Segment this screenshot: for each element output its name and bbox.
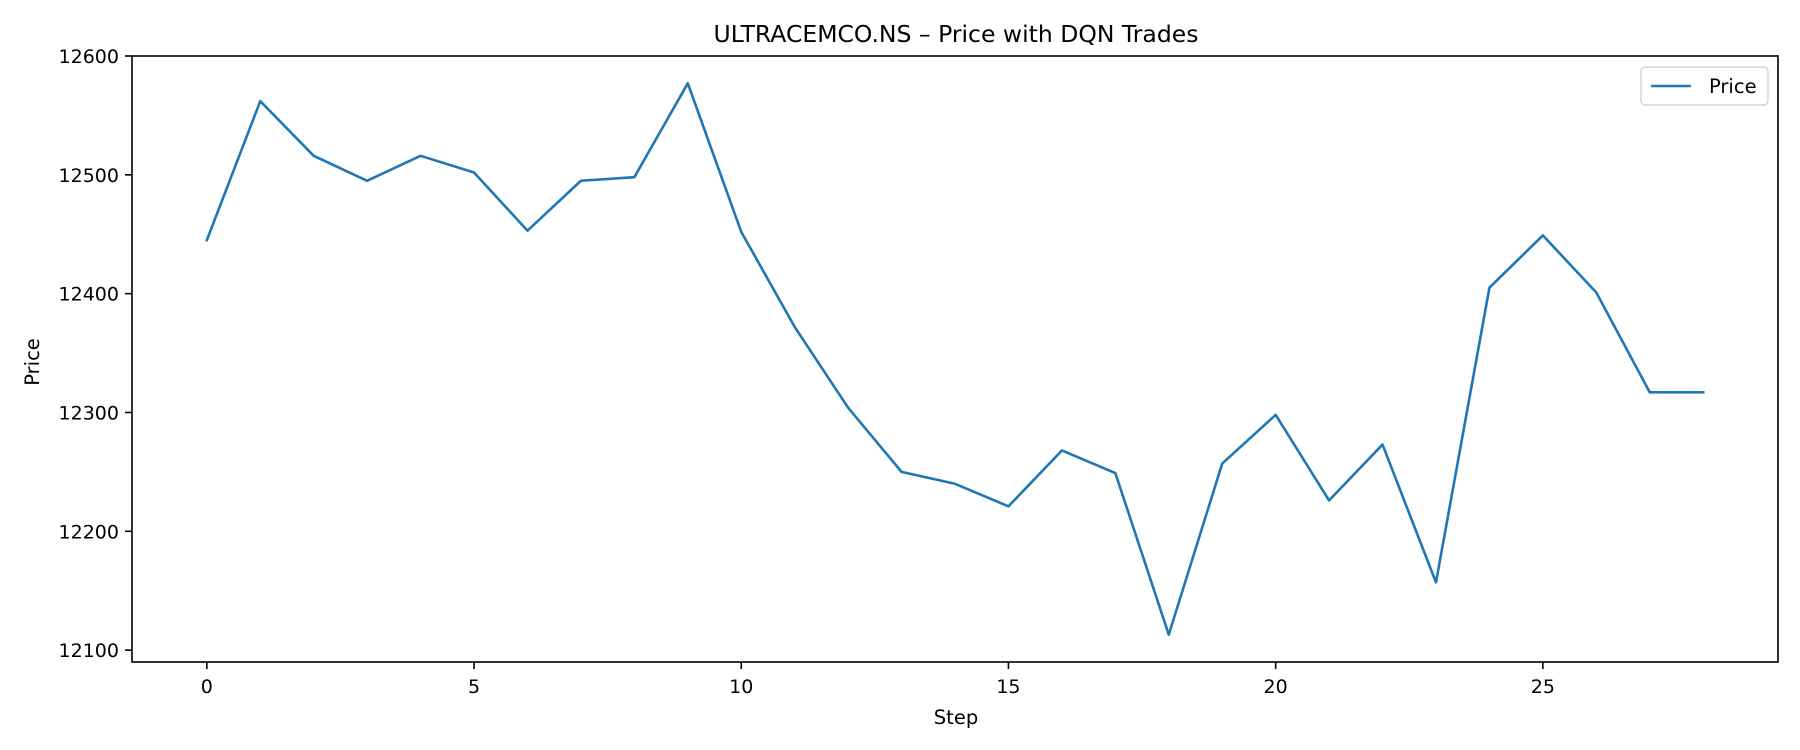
y-tick-label: 12300	[59, 402, 119, 424]
x-tick-label: 25	[1531, 676, 1555, 698]
y-tick-label: 12200	[59, 521, 119, 543]
legend-box	[1640, 66, 1769, 106]
x-tick-label: 20	[1264, 676, 1288, 698]
x-axis-label: Step	[934, 706, 978, 729]
axes-frame	[131, 55, 1779, 663]
x-tick-label: 5	[468, 676, 480, 698]
x-tick-label: 15	[996, 676, 1020, 698]
y-tick-label: 12600	[59, 46, 119, 68]
x-tick-label: 0	[201, 676, 213, 698]
chart-title: ULTRACEMCO.NS – Price with DQN Trades	[714, 20, 1199, 48]
y-axis-label: Price	[21, 338, 44, 386]
series-line-price	[205, 82, 1705, 636]
plot-area: 0 5 10 15 20 25 12100 12200 12300 12400 12500 12600	[59, 46, 1779, 698]
y-tick-label: 12100	[59, 640, 119, 662]
legend: Price	[1640, 66, 1769, 106]
y-tick-label: 12400	[59, 284, 119, 306]
y-tick-label: 12500	[59, 165, 119, 187]
legend-label: Price	[1709, 75, 1757, 98]
x-tick-label: 10	[729, 676, 753, 698]
